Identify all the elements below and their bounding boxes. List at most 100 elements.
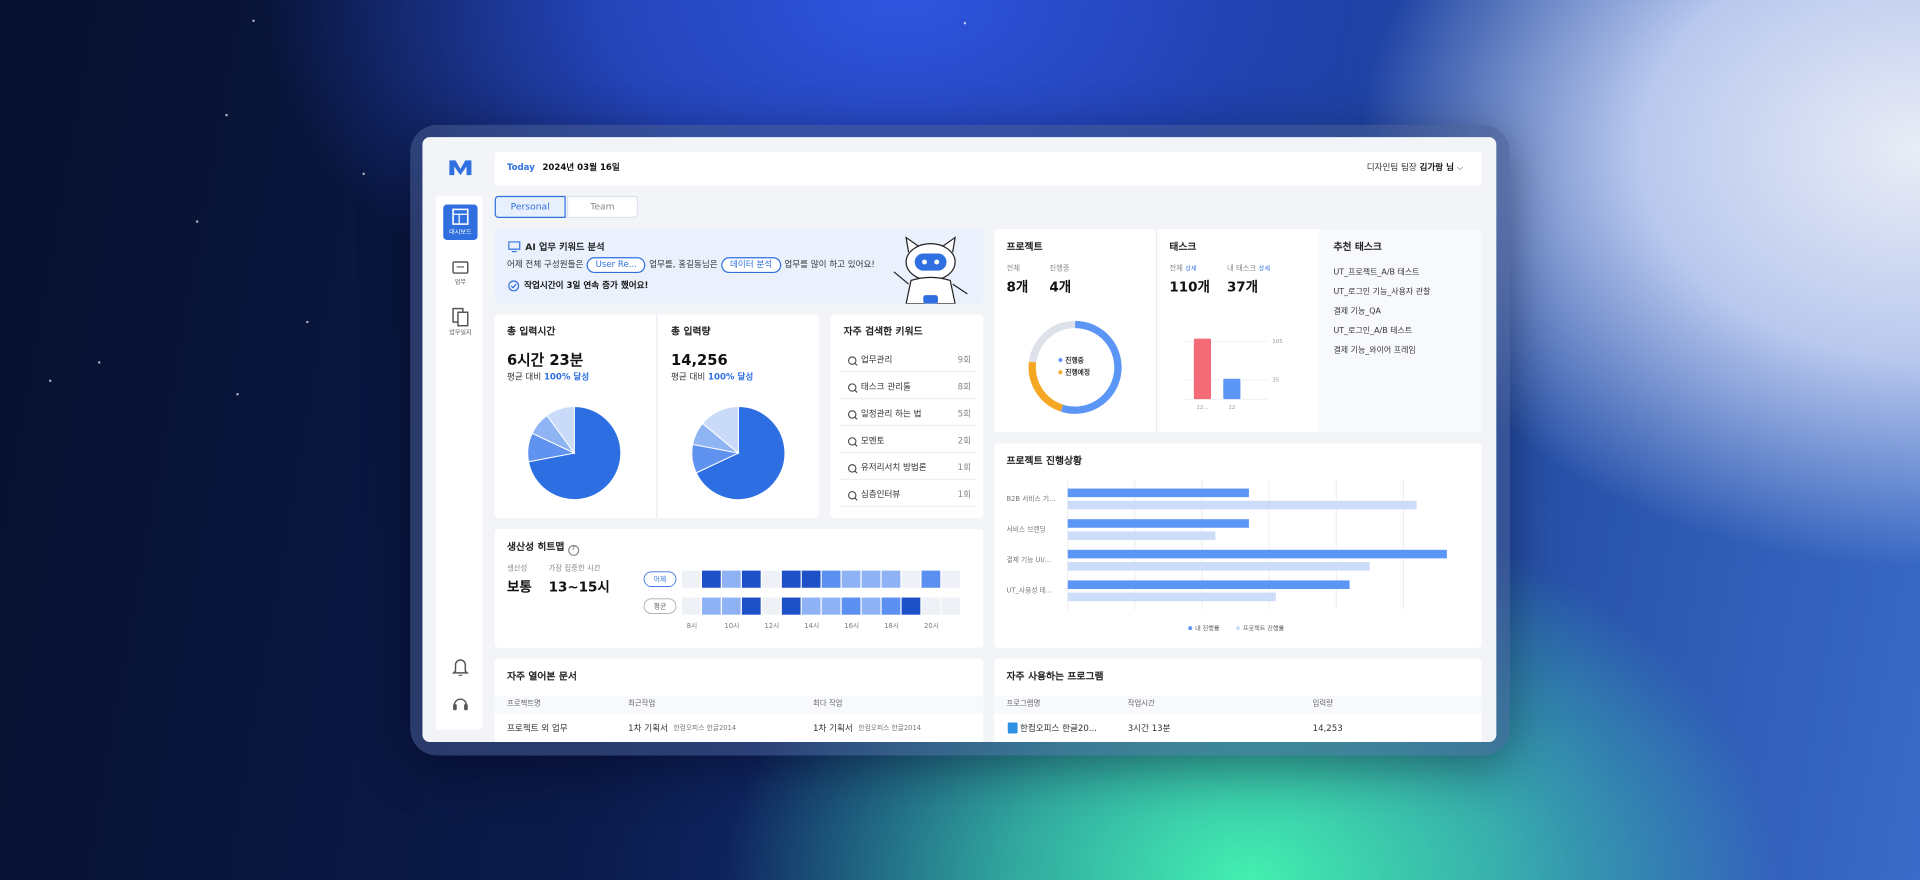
search-icon <box>854 362 858 366</box>
recommend-item: UT_프로젝트_A/B 테스트 <box>1333 266 1420 277</box>
separator <box>838 451 976 454</box>
table-header-cell: 최다 작업 <box>813 699 843 708</box>
metric: 4개 <box>1049 279 1072 296</box>
bar <box>1067 488 1249 498</box>
heat-cell <box>841 597 861 615</box>
label: 진행중 <box>1049 264 1070 274</box>
table-cell: 14,253 <box>1312 723 1343 734</box>
table-cell: 1차 기획서 <box>628 723 668 734</box>
date: 2024년 03월 16일 <box>542 162 620 173</box>
nav-label[interactable]: 대시보드 <box>449 228 472 237</box>
heat-cell <box>682 597 701 615</box>
search-icon <box>854 443 858 447</box>
keyword: 업무관리 <box>860 355 893 365</box>
card-title: 자주 열어본 문서 <box>506 671 577 683</box>
heat-cell <box>821 597 841 615</box>
sidebar <box>435 195 483 730</box>
table-header-cell: 입력량 <box>1312 699 1333 708</box>
separator <box>838 397 976 400</box>
tab-team[interactable]: Team <box>566 195 638 218</box>
search-icon <box>848 356 857 365</box>
legend-label: 내 진행률 <box>1195 625 1220 633</box>
text: 평균 대비 <box>671 372 706 383</box>
heat-cell <box>761 597 781 615</box>
bell-icon[interactable] <box>451 658 469 678</box>
search-icon <box>854 470 858 474</box>
nav-label[interactable]: 업무 <box>454 279 467 287</box>
metric: 37개 <box>1226 279 1259 296</box>
search-icon <box>848 410 857 419</box>
donut-segment <box>1028 320 1076 363</box>
label: 전체 <box>1006 264 1021 274</box>
x-tick-label: 18시 <box>884 622 899 630</box>
search-icon <box>854 497 858 501</box>
card-title: 자주 검색한 키워드 <box>843 325 923 337</box>
table-cell: 한컴오피스 한글2014 <box>858 724 922 733</box>
help-icon[interactable]: ? <box>567 544 579 556</box>
metric: 6시간 23분 <box>506 351 584 369</box>
x-tick-label: 8시 <box>687 622 697 630</box>
heat-cell <box>901 597 921 615</box>
table-cell: 프로젝트 외 업무 <box>506 723 568 734</box>
card-title: 태스크 <box>1169 241 1197 253</box>
metric: 14,256 <box>671 351 728 369</box>
label: 내 태스크 <box>1226 264 1257 274</box>
donut-segment <box>1028 361 1064 412</box>
icon <box>452 261 469 274</box>
nav-dashboard[interactable] <box>443 204 478 241</box>
user-menu[interactable]: 디자인팀 팀장 김가랑 님 ⌵ <box>1366 162 1464 173</box>
table-header <box>994 695 1482 714</box>
table-header-cell: 최근작업 <box>628 699 656 708</box>
tab-personal[interactable]: Personal <box>494 195 566 218</box>
table-header-cell: 작업시간 <box>1127 699 1155 708</box>
robot-illustration <box>893 236 968 304</box>
nav-label[interactable]: 업무일지 <box>449 329 472 337</box>
separator <box>838 478 976 481</box>
row-label: 어제 <box>654 575 666 584</box>
screen: 대시보드 업무 업무일지 Today 2024년 03월 16일 디자인팀 팀장… <box>422 137 1497 743</box>
user-name: 김가랑 님 <box>1419 162 1455 173</box>
text: 어제 전체 구성원들은 <box>506 259 584 270</box>
support-icon[interactable] <box>452 694 469 714</box>
bar <box>1067 500 1417 510</box>
pie-slice <box>695 406 786 501</box>
divider <box>1155 228 1158 433</box>
donut-segment <box>1060 320 1122 414</box>
heat-cell <box>761 570 781 588</box>
heat-cell <box>741 570 761 588</box>
chip[interactable]: 데이터 분석 <box>721 257 781 274</box>
metric: 보통 <box>506 579 532 596</box>
keyword: 태스크 관리툴 <box>860 382 911 392</box>
bar <box>1067 549 1447 559</box>
chip[interactable]: User Re... <box>587 257 646 274</box>
recommend-item: 결제 기능_QA <box>1333 306 1381 316</box>
header <box>494 151 1482 187</box>
keyword-count: 9회 <box>957 355 972 365</box>
row-chip <box>643 598 677 614</box>
x-tick-label: 10시 <box>725 622 740 630</box>
search-icon <box>854 389 858 393</box>
rate: 100% 달성 <box>543 372 590 383</box>
legend-label: 진행예정 <box>1065 368 1090 377</box>
search-icon <box>854 416 858 420</box>
label: 생산성 <box>506 564 528 574</box>
pie-slice <box>546 406 575 455</box>
recommend-item: UT_로그인 기능_사용자 관찰 <box>1333 286 1431 297</box>
table-header-cell: 프로그램명 <box>1006 699 1041 708</box>
heat-cell <box>801 597 821 615</box>
keyword-count: 2회 <box>957 435 972 446</box>
legend-dot <box>1236 626 1240 631</box>
heat-cell <box>861 570 881 588</box>
heat-cell <box>941 597 961 615</box>
card-title: 추천 태스크 <box>1333 241 1382 253</box>
check-icon <box>508 280 520 292</box>
icon <box>452 208 469 225</box>
link[interactable]: 상세 <box>1258 265 1270 274</box>
heat-cell <box>841 570 861 588</box>
bar <box>1223 378 1241 400</box>
card-title: 총 입력시간 <box>506 325 556 337</box>
heat-cell <box>861 597 881 615</box>
link[interactable]: 상세 <box>1185 265 1197 274</box>
bar <box>1067 580 1350 589</box>
table-cell: 한컴오피스 한글20... <box>1020 723 1098 734</box>
